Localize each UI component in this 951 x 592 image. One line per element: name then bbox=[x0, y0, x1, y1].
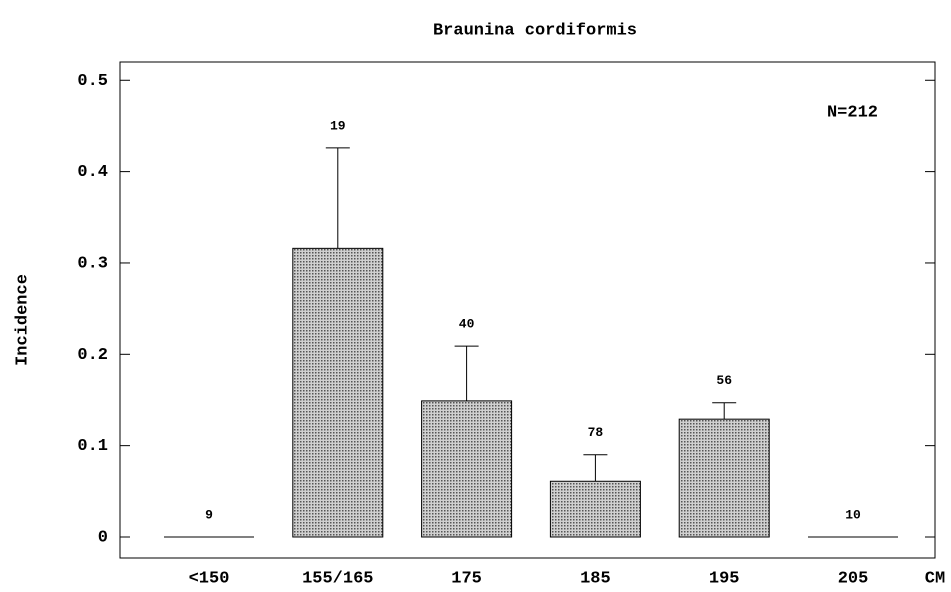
sample-size-label: 19 bbox=[330, 118, 346, 133]
chart-title: Braunina cordiformis bbox=[433, 21, 637, 40]
bar bbox=[549, 480, 641, 538]
x-tick-label: 155/165 bbox=[302, 569, 373, 588]
y-tick-label: 0.3 bbox=[77, 254, 108, 273]
sample-size-label: 9 bbox=[205, 507, 213, 522]
y-tick-label: 0.4 bbox=[77, 163, 108, 182]
x-tick-label: 195 bbox=[709, 569, 740, 588]
bar bbox=[421, 400, 513, 538]
sample-size-label: 10 bbox=[845, 507, 861, 522]
x-tick-label: 175 bbox=[451, 569, 482, 588]
x-unit: CM bbox=[925, 569, 945, 588]
sample-size-label: 40 bbox=[459, 317, 475, 332]
sample-size-label: 56 bbox=[716, 373, 732, 388]
sample-size-label: 78 bbox=[588, 425, 604, 440]
bar bbox=[292, 247, 384, 538]
x-tick-label: 185 bbox=[580, 569, 611, 588]
y-tick-label: 0.5 bbox=[77, 72, 108, 91]
bar bbox=[678, 418, 770, 538]
plot-frame bbox=[119, 61, 936, 559]
x-tick-label: 205 bbox=[838, 569, 869, 588]
y-tick-label: 0.1 bbox=[77, 437, 108, 456]
y-tick-label: 0.2 bbox=[77, 346, 108, 365]
y-axis-title: Incidence bbox=[13, 274, 32, 366]
annotation: N=212 bbox=[827, 103, 878, 122]
y-tick-label: 0 bbox=[98, 528, 108, 547]
x-tick-label: <150 bbox=[189, 569, 230, 588]
